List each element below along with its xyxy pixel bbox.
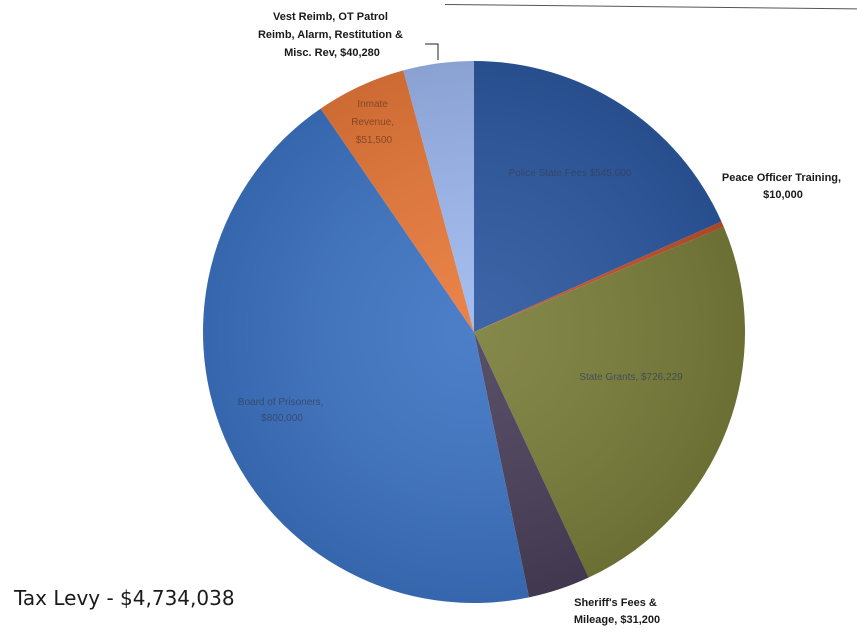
label-vest-reimb-name: Vest Reimb, OT Patrol	[273, 11, 388, 23]
label-board-of-prisoners-value: $800,000	[261, 413, 303, 424]
label-peace-officer-training: Peace Officer Training, $10,000	[722, 172, 844, 201]
label-peace-officer-training-name: Peace Officer Training,	[722, 172, 841, 184]
label-inmate-revenue: Inmate Revenue, $51,500	[351, 99, 397, 146]
tax-levy-text: Tax Levy - $4,734,038	[14, 586, 235, 610]
pie-shading	[203, 61, 745, 603]
label-state-grants: State Grants, $726,229	[579, 372, 683, 383]
label-vest-reimb-value: $40,280	[340, 47, 380, 59]
label-inmate-revenue-value: $51,500	[356, 135, 393, 146]
label-sheriffs-fees-value: $31,200	[620, 614, 660, 626]
label-sheriffs-fees: Sheriff's Fees & Mileage, $31,200	[574, 597, 660, 626]
label-inmate-revenue-name: Inmate	[357, 99, 388, 110]
label-board-of-prisoners-name: Board of Prisoners,	[238, 397, 324, 408]
leader-line-vest-reimb	[425, 43, 439, 60]
label-vest-reimb: Vest Reimb, OT Patrol Reimb, Alarm, Rest…	[258, 11, 406, 59]
label-peace-officer-training-value: $10,000	[763, 189, 803, 201]
label-police-state-fees-value: $545,000	[590, 168, 632, 179]
label-police-state-fees: Police State Fees $545,000	[509, 168, 632, 179]
label-state-grants-name: State Grants,	[579, 372, 638, 383]
label-sheriffs-fees-name-2: Mileage,	[574, 614, 617, 626]
label-police-state-fees-name: Police State Fees	[509, 168, 587, 179]
label-board-of-prisoners: Board of Prisoners, $800,000	[238, 397, 326, 424]
pie-labels: Police State Fees $545,000 State Grants,…	[238, 11, 844, 626]
label-state-grants-value: $726,229	[641, 372, 683, 383]
label-inmate-revenue-name-2: Revenue,	[351, 117, 394, 128]
label-sheriffs-fees-name: Sheriff's Fees &	[574, 597, 657, 609]
label-vest-reimb-name-2: Reimb, Alarm, Restitution &	[258, 29, 403, 41]
label-vest-reimb-name-3: Misc. Rev,	[284, 47, 337, 59]
